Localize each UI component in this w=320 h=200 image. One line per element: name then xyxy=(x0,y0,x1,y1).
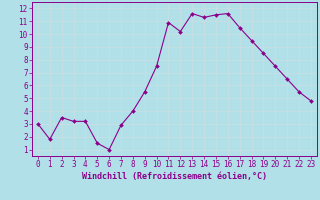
X-axis label: Windchill (Refroidissement éolien,°C): Windchill (Refroidissement éolien,°C) xyxy=(82,172,267,181)
